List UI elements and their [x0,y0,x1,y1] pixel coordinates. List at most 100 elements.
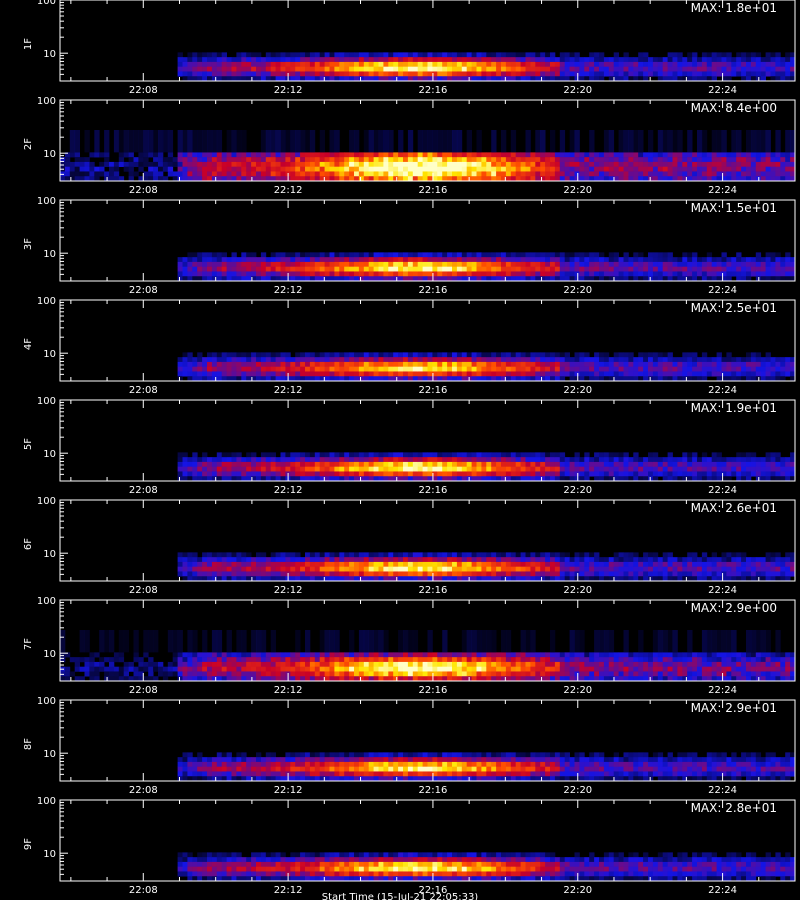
heatmap-cell [633,476,639,482]
heatmap-cell [295,130,301,153]
heatmap-cell [373,457,379,463]
heatmap-cell [692,457,698,463]
heatmap-cell [427,376,433,382]
heatmap-cell [197,357,203,363]
heatmap-cell [226,71,232,77]
heatmap-cell [378,376,384,382]
heatmap-cell [422,266,428,272]
heatmap-cell [677,276,683,282]
heatmap-cell [437,161,443,167]
heatmap-cell [682,566,688,572]
heatmap-cell [535,130,541,153]
heatmap-cell [148,166,154,172]
heatmap-cell [648,457,654,463]
heatmap-cell [643,161,649,167]
heatmap-cell [241,457,247,463]
heatmap-cell [559,276,566,282]
heatmap-cell [667,76,673,82]
heatmap-cell [491,352,497,358]
heatmap-cell [290,252,296,258]
heatmap-cell [251,266,257,272]
heatmap-cell [741,466,747,472]
heatmap-cell [427,161,433,167]
heatmap-cell [584,561,590,567]
heatmap-cell [736,466,742,472]
heatmap-cell [216,76,223,82]
heatmap-cell [569,557,575,563]
heatmap-cell [746,161,752,167]
heatmap-cell [358,566,365,572]
heatmap-cell [780,561,786,567]
heatmap-cell [780,57,786,63]
heatmap-cell [481,352,487,358]
heatmap-cell [750,576,757,582]
heatmap-cell [412,571,419,577]
heatmap-cell [770,371,776,377]
heatmap-cell [123,130,129,153]
heatmap-cell [476,171,482,177]
heatmap-cell [275,371,281,377]
heatmap-cell [765,152,771,158]
heatmap-cell [187,271,193,277]
heatmap-cell [216,161,223,167]
heatmap-cell [265,76,272,82]
heatmap-cell [584,157,590,163]
heatmap-cell [525,71,531,77]
heatmap-cell [540,352,546,358]
heatmap-cell [550,561,556,567]
heatmap-cell [790,552,796,558]
heatmap-cell [305,252,311,258]
heatmap-cell [525,476,531,482]
heatmap-cell [540,371,546,377]
heatmap-cell [540,276,546,282]
heatmap-cell [760,71,766,77]
heatmap-cell [726,566,732,572]
heatmap-cell [432,171,438,177]
heatmap-cell [785,557,791,563]
heatmap-cell [559,166,566,172]
heatmap-cell [246,357,252,363]
heatmap-cell [623,476,629,482]
heatmap-cell [545,76,551,82]
heatmap-cell [280,361,286,367]
heatmap-cell [388,157,394,163]
heatmap-cell [520,552,526,558]
heatmap-cell [697,371,703,377]
heatmap-cell [579,271,585,277]
heatmap-cell [358,371,365,377]
heatmap-cell [618,130,624,153]
heatmap-cell [589,166,595,172]
heatmap-cell [172,161,178,167]
heatmap-cell [329,71,335,77]
heatmap-cell [613,571,619,577]
heatmap-cell [461,157,468,163]
heatmap-cell [334,57,340,63]
heatmap-cell [760,557,766,563]
heatmap-cell [672,52,678,58]
heatmap-cell [701,52,708,58]
heatmap-cell [741,457,747,463]
heatmap-cell [633,157,639,163]
heatmap-cell [554,557,561,563]
heatmap-cell [554,261,561,267]
heatmap-cell [270,466,276,472]
heatmap-cell [736,257,742,263]
heatmap-cell [432,157,438,163]
heatmap-cell [667,366,673,372]
heatmap-cell [525,566,531,572]
heatmap-cell [211,130,218,153]
heatmap-cell [231,171,237,177]
heatmap-cell [442,366,448,372]
heatmap-cell [354,452,360,458]
heatmap-cell [692,466,698,472]
heatmap-cell [750,361,757,367]
heatmap-cell [265,57,272,63]
heatmap-cell [648,257,654,263]
heatmap-cell [687,166,693,172]
heatmap-cell [324,257,330,263]
heatmap-cell [638,366,644,372]
heatmap-cell [623,71,629,77]
heatmap-cell [447,452,453,458]
heatmap-cell [334,552,340,558]
